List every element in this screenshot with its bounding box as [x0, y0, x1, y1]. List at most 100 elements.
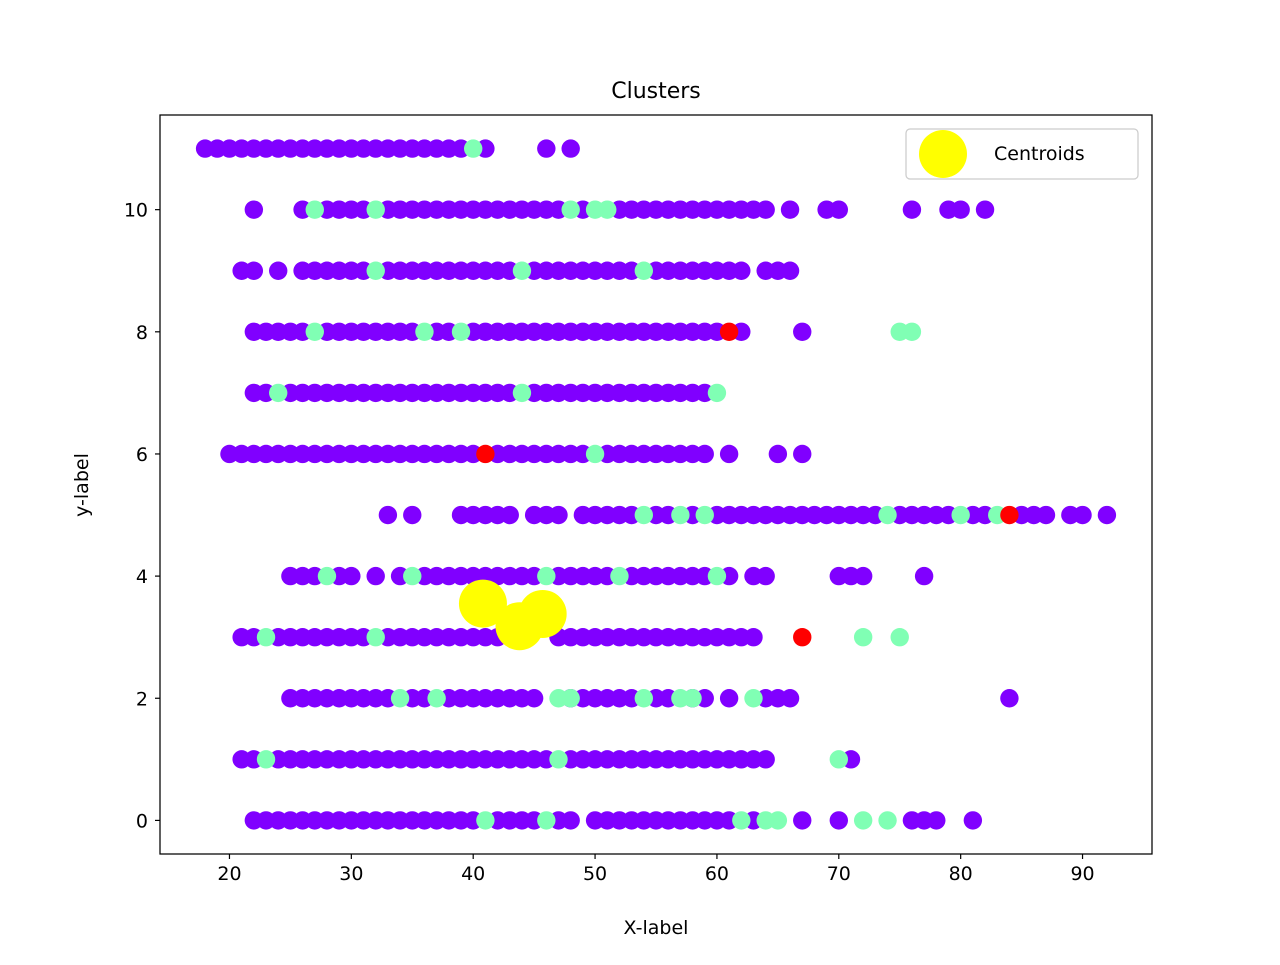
data-point-cluster-1: [549, 750, 568, 769]
data-point-cluster-1: [951, 505, 970, 525]
data-point-cluster-1: [537, 811, 556, 830]
y-tick-label: 10: [124, 200, 148, 222]
data-point-cluster-1: [671, 505, 690, 525]
data-point-cluster-1: [561, 689, 580, 708]
data-point-cluster-0: [561, 139, 580, 158]
data-point-cluster-1: [707, 566, 727, 586]
centroid-marker: [518, 589, 567, 638]
data-point-cluster-0: [914, 566, 934, 586]
data-point-cluster-1: [561, 200, 580, 219]
data-point-cluster-0: [756, 750, 775, 769]
data-point-cluster-1: [305, 322, 324, 342]
data-point-cluster-0: [719, 444, 739, 464]
data-point-cluster-1: [829, 750, 848, 769]
data-point-cluster-2: [476, 444, 495, 464]
legend-box: [905, 128, 1139, 180]
data-point-cluster-1: [305, 200, 324, 219]
data-point-cluster-1: [634, 261, 654, 280]
data-point-cluster-1: [512, 383, 532, 403]
data-point-cluster-1: [451, 322, 471, 342]
x-tick-label: 90: [1070, 863, 1094, 885]
x-tick-label: 20: [217, 863, 241, 885]
y-axis-ticks: 0 2 4 6 8 10: [124, 200, 160, 832]
x-axis-ticks: 20 30 40 50 60 70 80 90: [217, 854, 1095, 885]
points-layer: [195, 139, 1117, 830]
legend-label-centroids: Centroids: [994, 143, 1085, 165]
data-point-cluster-0: [695, 444, 714, 464]
chart-title: Clusters: [611, 79, 701, 104]
data-point-cluster-0: [1000, 689, 1019, 708]
data-point-cluster-1: [634, 505, 654, 525]
x-axis-label: X-label: [624, 917, 689, 939]
x-tick-label: 60: [705, 863, 729, 885]
data-point-cluster-0: [793, 322, 812, 342]
data-point-cluster-0: [366, 566, 385, 586]
data-point-cluster-1: [415, 322, 434, 342]
plot-frame: [159, 114, 1153, 855]
data-point-cluster-0: [756, 200, 775, 219]
data-point-cluster-1: [269, 383, 288, 403]
data-point-cluster-1: [768, 811, 788, 830]
y-tick-label: 6: [136, 444, 148, 466]
data-point-cluster-0: [853, 566, 873, 586]
data-point-cluster-1: [427, 689, 446, 708]
data-point-cluster-1: [464, 139, 483, 158]
x-tick-label: 40: [461, 863, 485, 885]
data-point-cluster-0: [793, 444, 812, 464]
data-point-cluster-1: [256, 627, 276, 647]
data-point-cluster-0: [951, 200, 970, 219]
data-point-cluster-0: [744, 627, 763, 647]
data-point-cluster-0: [780, 261, 800, 280]
centroid-layer: [458, 579, 567, 651]
data-point-cluster-1: [683, 689, 702, 708]
data-point-cluster-0: [500, 505, 519, 525]
data-point-cluster-1: [317, 566, 337, 586]
data-point-cluster-1: [853, 811, 873, 830]
data-point-cluster-0: [549, 505, 568, 525]
data-point-cluster-1: [585, 444, 605, 464]
data-point-cluster-0: [902, 200, 922, 219]
data-point-cluster-1: [403, 566, 422, 586]
y-tick-label: 4: [136, 566, 148, 588]
data-point-cluster-2: [1000, 505, 1019, 525]
data-point-cluster-0: [829, 200, 848, 219]
data-point-cluster-0: [403, 505, 422, 525]
y-tick-label: 8: [136, 322, 148, 344]
data-point-cluster-0: [732, 261, 751, 280]
data-point-cluster-0: [524, 689, 544, 708]
data-point-cluster-0: [780, 689, 800, 708]
data-point-cluster-1: [537, 566, 556, 586]
data-point-cluster-0: [342, 566, 361, 586]
data-point-cluster-1: [695, 505, 714, 525]
data-point-cluster-1: [902, 322, 922, 342]
data-point-cluster-0: [756, 566, 775, 586]
data-point-cluster-1: [878, 811, 897, 830]
data-point-cluster-2: [793, 627, 812, 647]
centroid-marker: [458, 579, 507, 628]
x-tick-label: 70: [827, 863, 851, 885]
data-point-cluster-0: [1036, 505, 1056, 525]
data-point-cluster-0: [269, 261, 288, 280]
data-point-cluster-1: [256, 750, 276, 769]
y-axis-label: y-label: [71, 453, 93, 517]
data-point-cluster-0: [768, 444, 788, 464]
data-point-cluster-1: [878, 505, 897, 525]
data-point-cluster-1: [634, 689, 654, 708]
data-point-cluster-1: [853, 627, 873, 647]
x-tick-label: 30: [339, 863, 363, 885]
data-point-cluster-0: [829, 811, 848, 830]
data-point-cluster-1: [390, 689, 410, 708]
data-point-cluster-1: [598, 200, 617, 219]
data-point-cluster-0: [927, 811, 946, 830]
data-point-cluster-0: [561, 811, 580, 830]
data-point-cluster-1: [732, 811, 751, 830]
data-point-cluster-0: [975, 200, 995, 219]
y-tick-label: 0: [136, 810, 148, 832]
data-point-cluster-1: [366, 261, 385, 280]
data-point-cluster-0: [963, 811, 983, 830]
data-point-cluster-1: [610, 566, 629, 586]
data-point-cluster-0: [244, 200, 264, 219]
data-point-cluster-2: [719, 322, 739, 342]
legend-centroid-marker: [919, 130, 967, 178]
